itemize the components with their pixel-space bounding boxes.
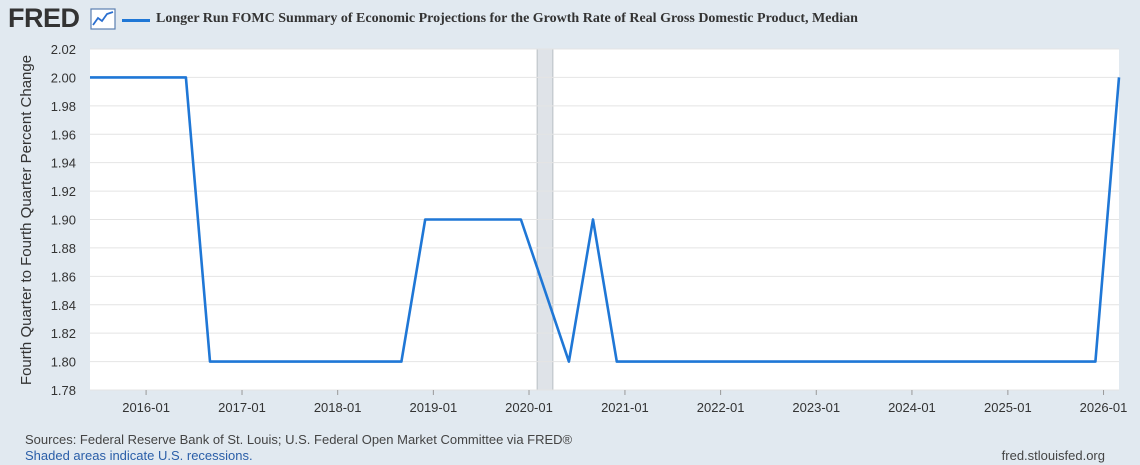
series-lines: [90, 76, 1121, 363]
x-tick-label: 2021-01: [601, 400, 649, 415]
chart-header: FRED Longer Run FOMC Summary of Economic…: [0, 0, 1140, 40]
series-line: [90, 76, 1121, 363]
y-tick-label: 1.94: [51, 156, 76, 171]
line-chart-icon: [90, 8, 116, 30]
x-tick-label: 2019-01: [409, 400, 457, 415]
x-tick-label: 2026-01: [1080, 400, 1128, 415]
legend-swatch: [122, 19, 150, 22]
y-tick-label: 1.88: [51, 241, 76, 256]
line-chart: 1.78 1.80 1.82 1.84 1.86 1.88 1.90 1.92 1.94 1.96…: [18, 42, 1127, 415]
y-tick-label: 1.80: [51, 355, 76, 370]
grid-lines: [90, 48, 1119, 391]
x-tick-label: 2024-01: [888, 400, 936, 415]
x-tick-label: 2018-01: [314, 400, 362, 415]
x-tick-label: 2023-01: [792, 400, 840, 415]
y-tick-label: 1.98: [51, 99, 76, 114]
y-tick-label: 2.02: [51, 42, 76, 57]
site-url[interactable]: fred.stlouisfed.org: [1001, 448, 1105, 463]
series-title[interactable]: Longer Run FOMC Summary of Economic Proj…: [156, 11, 858, 26]
y-tick-label: 1.84: [51, 298, 76, 313]
y-tick-label: 1.82: [51, 326, 76, 341]
y-tick-label: 1.90: [51, 213, 76, 228]
x-tick-labels: 2016-01 2017-01 2018-01 2019-01 2020-01 2021-…: [122, 390, 1127, 415]
y-tick-label: 1.96: [51, 127, 76, 142]
y-tick-label: 1.92: [51, 184, 76, 199]
sources-note: Sources: Federal Reserve Bank of St. Lou…: [25, 432, 573, 447]
x-tick-label: 2016-01: [122, 400, 170, 415]
y-tick-label: 1.78: [51, 383, 76, 398]
y-tick-label: 2.00: [51, 70, 76, 85]
x-tick-label: 2017-01: [218, 400, 266, 415]
y-tick-labels: 1.78 1.80 1.82 1.84 1.86 1.88 1.90 1.92 1.94 1.96…: [51, 42, 76, 398]
x-tick-label: 2022-01: [697, 400, 745, 415]
recession-note[interactable]: Shaded areas indicate U.S. recessions.: [25, 448, 253, 463]
x-tick-label: 2020-01: [505, 400, 553, 415]
y-axis-label: Fourth Quarter to Fourth Quarter Percent…: [18, 55, 35, 385]
y-tick-label: 1.86: [51, 269, 76, 284]
x-tick-label: 2025-01: [984, 400, 1032, 415]
fred-logo[interactable]: FRED: [8, 3, 80, 33]
